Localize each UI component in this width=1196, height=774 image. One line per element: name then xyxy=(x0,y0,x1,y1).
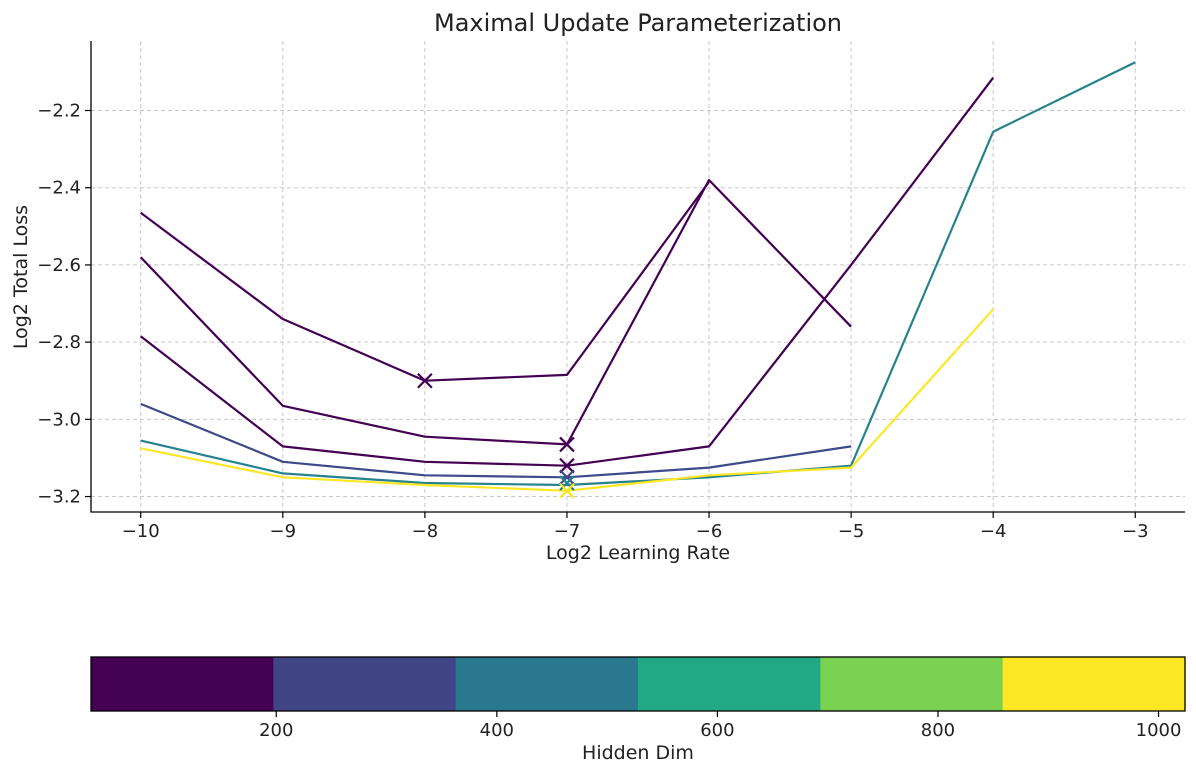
x-tick-label: −9 xyxy=(270,521,297,542)
series-layer xyxy=(139,61,1136,492)
colorbar-segment xyxy=(455,657,639,711)
colorbar-tick-label: 200 xyxy=(259,720,293,741)
x-tick-label: −8 xyxy=(412,521,439,542)
colorbar-segment xyxy=(820,657,1004,711)
x-tick-label: −6 xyxy=(696,521,723,542)
colorbar-segment xyxy=(1002,657,1186,711)
y-tick-label: −2.4 xyxy=(37,178,81,199)
colorbar-segment xyxy=(91,657,274,711)
y-tick-label: −3.0 xyxy=(37,409,81,430)
colorbar-tick-label: 800 xyxy=(921,720,955,741)
min-marker-width-4 xyxy=(559,469,575,486)
x-tick-label: −4 xyxy=(980,521,1007,542)
series-line-width-4 xyxy=(140,402,852,479)
marker-layer xyxy=(417,372,575,499)
y-tick-label: −2.6 xyxy=(37,255,81,276)
min-marker-width-5 xyxy=(559,475,575,491)
min-marker-width-1 xyxy=(417,372,433,389)
colorbar-ticks: 200 400 600 800 1000 xyxy=(259,711,1181,741)
colorbar-tick-label: 1000 xyxy=(1136,720,1182,741)
chart-title: Maximal Update Parameterization xyxy=(434,9,842,37)
min-marker-width-2 xyxy=(559,436,575,453)
x-tick-label: −5 xyxy=(838,521,865,542)
x-tick-label: −10 xyxy=(122,521,160,542)
min-marker-width-3 xyxy=(559,457,575,474)
grid xyxy=(91,41,1185,512)
colorbar-label: Hidden Dim xyxy=(582,742,694,764)
x-axis-label: Log2 Learning Rate xyxy=(546,542,730,564)
colorbar: 200 400 600 800 1000 Hidden Dim xyxy=(90,656,1186,764)
colorbar-frame xyxy=(90,656,1186,712)
colorbar-segment xyxy=(273,657,457,711)
colorbar-tick-label: 400 xyxy=(480,720,514,741)
y-axis-label: Log2 Total Loss xyxy=(10,205,32,349)
colorbar-tick-label: 600 xyxy=(700,720,734,741)
series-line-width-5 xyxy=(140,61,1136,487)
x-tick-label: −3 xyxy=(1122,521,1149,542)
series-line-width-2 xyxy=(139,178,852,446)
colorbar-segment xyxy=(638,657,821,711)
y-tick-label: −2.2 xyxy=(37,100,81,121)
axes xyxy=(90,41,1185,513)
axis-spines xyxy=(90,41,1185,513)
y-ticks: −3.2 −3.0 −2.8 −2.6 −2.4 −2.2 xyxy=(37,100,91,508)
x-ticks: −10 −9 −8 −7 −6 −5 −4 −3 xyxy=(122,512,1149,542)
min-marker-width-6 xyxy=(559,482,575,499)
y-tick-label: −2.8 xyxy=(37,332,81,353)
x-tick-label: −7 xyxy=(554,521,581,542)
y-tick-label: −3.2 xyxy=(37,487,81,508)
colorbar-segments xyxy=(91,657,1186,711)
